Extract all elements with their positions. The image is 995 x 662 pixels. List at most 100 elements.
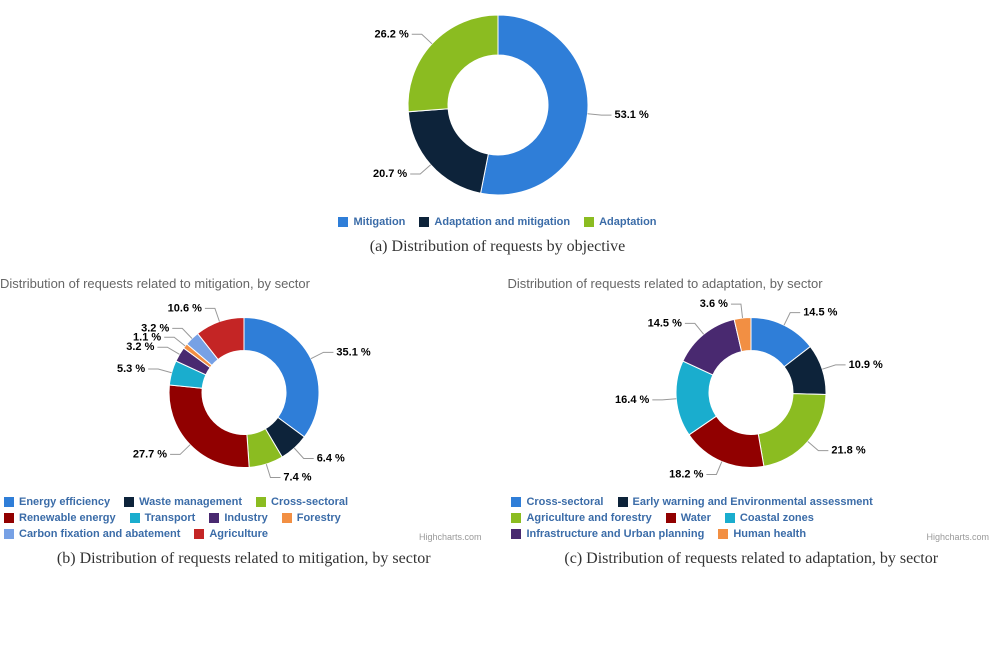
legend-item[interactable]: Human health [718,528,806,540]
legend-item[interactable]: Forestry [282,512,341,524]
chart-c-credits: Highcharts.com [926,532,989,542]
chart-b-legend: Energy efficiency Waste management Cross-s… [0,490,424,544]
donut-slice [408,109,488,194]
chart-b-caption: (b) Distribution of requests related to … [0,550,488,568]
leader-line [685,323,704,334]
slice-label: 27.7 % [133,448,167,460]
legend-item[interactable]: Cross-sectoral [511,496,603,508]
legend-label: Forestry [297,512,341,524]
chart-a-block: 53.1 %20.7 %26.2 % Mitigation Adaptation … [0,0,995,232]
legend-label: Transport [145,512,196,524]
legend-item[interactable]: Water [666,512,711,524]
donut-slice [758,394,826,467]
legend-label: Cross-sectoral [271,496,348,508]
legend-swatch [511,513,521,523]
legend-item[interactable]: Agriculture and forestry [511,512,651,524]
legend-swatch [4,497,14,507]
legend-label: Human health [733,528,806,540]
slice-label: 18.2 % [669,468,703,480]
slice-label: 14.5 % [648,317,682,329]
bottom-captions: (b) Distribution of requests related to … [0,544,995,580]
donut-slice [169,385,249,468]
slice-label: 10.9 % [849,359,883,371]
chart-c-legend: Cross-sectoral Early warning and Environm… [507,490,981,544]
slice-label: 35.1 % [336,346,370,358]
legend-swatch [130,513,140,523]
legend-item[interactable]: Adaptation [584,216,656,228]
legend-swatch [618,497,628,507]
legend-item[interactable]: Industry [209,512,267,524]
legend-item[interactable]: Mitigation [338,216,405,228]
leader-line [157,347,179,354]
leader-line [294,448,313,458]
chart-a-caption: (a) Distribution of requests by objectiv… [0,238,995,256]
leader-line [410,165,430,174]
legend-label: Agriculture and forestry [526,512,651,524]
leader-line [653,399,677,400]
chart-b-title: Distribution of requests related to miti… [0,268,488,295]
legend-swatch [4,529,14,539]
legend-item[interactable]: Infrastructure and Urban planning [511,528,704,540]
donut-slice [408,15,498,112]
legend-label: Agriculture [209,528,268,540]
leader-line [170,445,190,455]
chart-c-donut: 14.5 % 10.9 % 21.8 % 18.2 % 16.4 % 14.5 % 3.6 … [521,295,981,490]
legend-item[interactable]: Adaptation and mitigation [419,216,570,228]
legend-swatch [725,513,735,523]
legend-label: Mitigation [353,216,405,228]
leader-line [587,114,611,115]
legend-swatch [282,513,292,523]
legend-item[interactable]: Early warning and Environmental assessme… [618,496,873,508]
legend-label: Adaptation and mitigation [434,216,570,228]
legend-swatch [124,497,134,507]
legend-label: Renewable energy [19,512,116,524]
slice-label: 26.2 % [374,28,408,40]
legend-item[interactable]: Renewable energy [4,512,116,524]
legend-item[interactable]: Waste management [124,496,242,508]
legend-item[interactable]: Carbon fixation and abatement [4,528,180,540]
slice-label: 14.5 % [803,307,837,319]
legend-swatch [718,529,728,539]
legend-item[interactable]: Cross-sectoral [256,496,348,508]
legend-label: Carbon fixation and abatement [19,528,180,540]
chart-a-donut: 53.1 %20.7 %26.2 % [298,0,698,210]
leader-line [172,328,192,338]
leader-line [311,352,333,358]
leader-line [707,462,722,475]
legend-swatch [4,513,14,523]
legend-swatch [511,497,521,507]
leader-line [411,34,431,44]
slice-label: 6.4 % [316,453,344,465]
leader-line [823,365,846,369]
legend-label: Waste management [139,496,242,508]
slice-label: 5.3 % [117,363,145,375]
legend-item[interactable]: Transport [130,512,196,524]
slice-label: 3.6 % [700,298,728,310]
chart-b-block: Distribution of requests related to miti… [0,268,488,544]
chart-b-credits: Highcharts.com [419,532,482,542]
slice-label: 16.4 % [615,394,649,406]
legend-item[interactable]: Coastal zones [725,512,814,524]
slice-label: 53.1 % [614,109,648,121]
legend-label: Industry [224,512,267,524]
slice-label: 7.4 % [283,471,311,483]
leader-line [731,304,743,318]
legend-swatch [511,529,521,539]
donut-slice [244,318,319,437]
chart-c-caption: (c) Distribution of requests related to … [507,550,995,568]
chart-c-block: Distribution of requests related to adap… [507,268,995,544]
legend-swatch [666,513,676,523]
legend-label: Adaptation [599,216,656,228]
legend-item[interactable]: Agriculture [194,528,268,540]
legend-swatch [419,217,429,227]
legend-swatch [338,217,348,227]
leader-line [164,337,185,346]
legend-label: Energy efficiency [19,496,110,508]
slice-label: 21.8 % [832,445,866,457]
chart-c-title: Distribution of requests related to adap… [507,268,995,295]
legend-item[interactable]: Energy efficiency [4,496,110,508]
leader-line [266,464,280,477]
leader-line [784,313,800,326]
legend-label: Water [681,512,711,524]
legend-label: Infrastructure and Urban planning [526,528,704,540]
